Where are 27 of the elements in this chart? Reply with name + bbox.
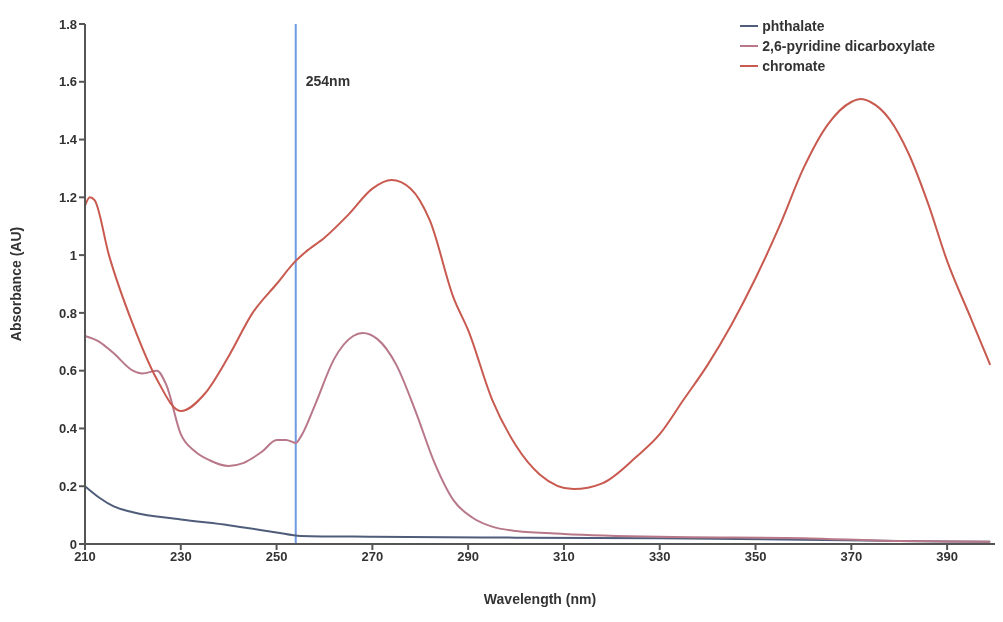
x-tick-label: 310 [553,549,575,565]
y-tick-label: 1 [69,247,77,263]
legend-label: 2,6-pyridine dicarboxylate [762,37,935,56]
y-tick-label: 0 [69,536,77,552]
x-tick-label: 250 [265,549,288,565]
y-axis-title: Absorbance (AU) [7,226,24,342]
y-tick-label: 1.2 [58,189,77,205]
ref-line-label: 254nm [305,73,351,89]
x-tick-label: 290 [457,549,480,565]
x-tick-label: 330 [648,549,671,565]
x-tick-label: 370 [840,549,863,565]
x-axis-title: Wavelength (nm) [483,590,597,607]
x-tick-label: 390 [936,549,958,565]
x-tick-label: 210 [74,549,96,565]
y-tick-label: 1.8 [58,16,77,32]
x-tick-label: 230 [169,549,192,565]
y-tick-label: 0.2 [58,478,77,494]
legend-label: phthalate [762,17,825,36]
line-series [85,98,992,491]
y-tick-label: 0.4 [58,421,78,437]
x-tick-label: 270 [361,549,384,565]
y-tick-label: 1.6 [58,74,77,90]
y-tick-label: 1.4 [58,132,78,148]
y-tick-label: 0.6 [58,363,77,379]
legend-label: chromate [762,57,826,76]
x-tick-label: 350 [744,549,767,565]
y-tick-label: 0.8 [58,305,77,321]
